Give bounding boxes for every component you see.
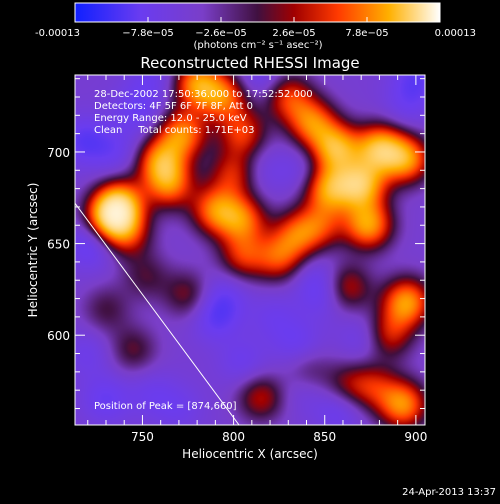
chart-title: Reconstructed RHESSI Image bbox=[140, 54, 359, 72]
x-axis-label: Heliocentric X (arcsec) bbox=[182, 447, 318, 461]
x-tick-label: 900 bbox=[404, 430, 427, 444]
colorbar-tick-label: −2.6e−05 bbox=[195, 28, 247, 39]
y-tick-label: 650 bbox=[47, 238, 70, 252]
annotation-peak-position: Position of Peak = [874,660] bbox=[94, 401, 237, 412]
footer-timestamp: 24-Apr-2013 13:37 bbox=[402, 487, 496, 498]
annotation-energy-range: Energy Range: 12.0 - 25.0 keV bbox=[94, 113, 247, 124]
x-tick-label: 800 bbox=[222, 430, 245, 444]
annotation-detectors: Detectors: 4F 5F 6F 7F 8F, Att 0 bbox=[94, 101, 253, 112]
colorbar-tick-label: -0.00013 bbox=[35, 28, 80, 39]
y-axis-label: Heliocentric Y (arcsec) bbox=[26, 183, 40, 318]
colorbar-units: (photons cm⁻² s⁻¹ asec⁻²) bbox=[193, 40, 322, 51]
y-tick-label: 600 bbox=[47, 329, 70, 343]
colorbar-tick-label: 0.00013 bbox=[435, 28, 476, 39]
x-tick-label: 750 bbox=[131, 430, 154, 444]
y-tick-label: 700 bbox=[47, 146, 70, 160]
x-tick-label: 850 bbox=[313, 430, 336, 444]
colorbar bbox=[75, 3, 440, 22]
annotation-time-range: 28-Dec-2002 17:50:36.000 to 17:52:52.000 bbox=[94, 89, 313, 100]
annotation-clean-counts: Clean Total counts: 1.71E+03 bbox=[94, 125, 254, 136]
colorbar-tick-label: 7.8e−05 bbox=[345, 28, 388, 39]
colorbar-tick-label: 2.6e−05 bbox=[272, 28, 315, 39]
colorbar-tick-label: −7.8e−05 bbox=[122, 28, 174, 39]
